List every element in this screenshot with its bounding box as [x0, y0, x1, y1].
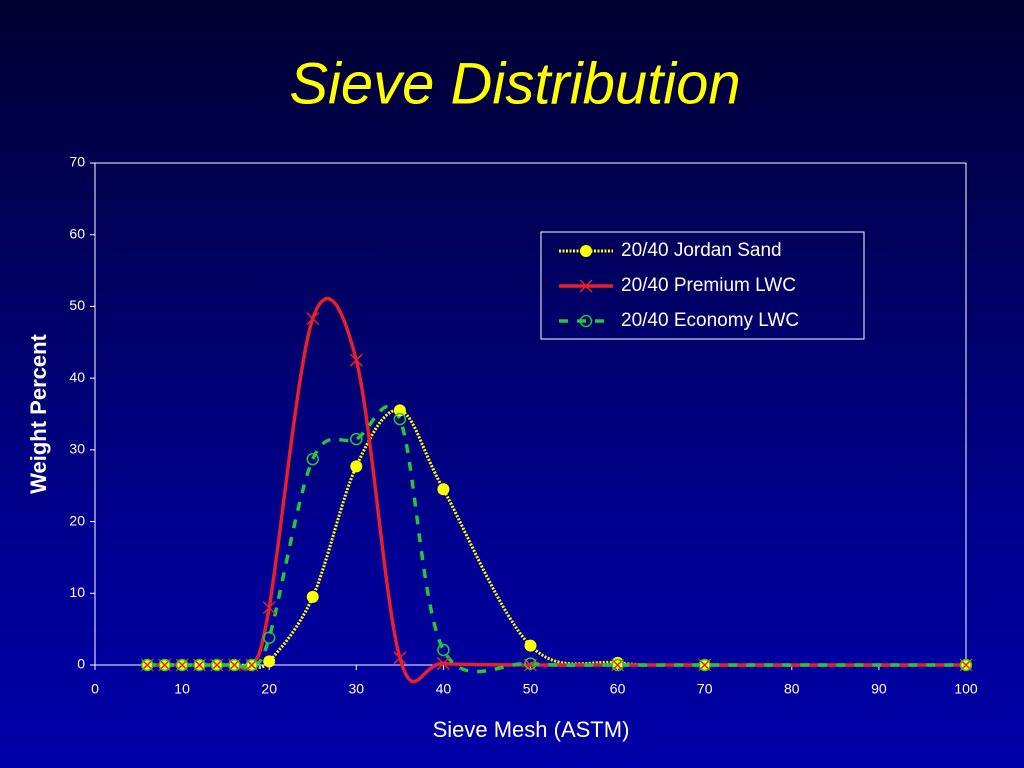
point — [306, 312, 320, 326]
point — [245, 658, 259, 672]
y-tick-label: 50 — [69, 297, 85, 313]
x-tick-label: 0 — [91, 681, 99, 697]
y-axis-label: Weight Percent — [26, 333, 51, 493]
point — [349, 353, 363, 367]
x-tick-label: 40 — [436, 681, 452, 697]
y-tick-label: 20 — [69, 512, 85, 528]
point — [959, 658, 973, 672]
x-tick-label: 100 — [954, 681, 978, 697]
y-tick-label: 60 — [69, 225, 85, 241]
point — [524, 639, 537, 652]
point — [306, 590, 319, 603]
x-tick-label: 20 — [261, 681, 277, 697]
legend: 20/40 Jordan Sand 20/40 Premium LWC 20/40 … — [540, 231, 865, 340]
y-tick-label: 70 — [69, 154, 85, 170]
point — [262, 631, 276, 644]
point — [193, 658, 206, 672]
point — [175, 658, 189, 672]
point — [262, 601, 276, 615]
point — [437, 483, 450, 496]
point — [611, 658, 624, 672]
legend-marker — [580, 245, 592, 257]
y-tick-label: 40 — [69, 369, 85, 385]
x-tick-label: 80 — [784, 681, 800, 697]
legend-label: 20/40 Jordan Sand — [621, 240, 782, 261]
series-line — [147, 296, 966, 684]
point — [393, 404, 406, 417]
point — [306, 452, 319, 466]
point — [393, 412, 407, 426]
point — [350, 432, 363, 446]
legend-marker — [579, 279, 593, 293]
point — [437, 643, 450, 657]
point — [524, 657, 537, 670]
x-axis-label: Sieve Mesh (ASTM) — [433, 717, 630, 742]
point — [698, 658, 711, 672]
point — [158, 658, 171, 672]
chart-title: Sieve Distribution — [289, 51, 740, 116]
point — [350, 460, 363, 473]
x-tick-label: 10 — [174, 681, 190, 697]
point — [393, 651, 407, 665]
point — [210, 658, 224, 672]
plot-area — [94, 162, 967, 666]
legend-box — [540, 231, 865, 340]
y-tick-label: 0 — [77, 656, 85, 672]
y-tick-label: 30 — [69, 441, 85, 457]
x-tick-label: 70 — [697, 681, 713, 697]
point — [436, 657, 450, 671]
point — [611, 656, 624, 669]
x-tick-label: 60 — [610, 681, 626, 697]
point — [228, 658, 241, 672]
point — [141, 658, 154, 672]
x-tick-label: 90 — [871, 681, 887, 697]
x-tick-label: 30 — [349, 681, 365, 697]
y-tick-label: 10 — [69, 584, 85, 600]
point — [523, 658, 538, 672]
legend-label: 20/40 Economy LWC — [621, 310, 799, 331]
legend-marker — [579, 314, 593, 328]
x-tick-label: 50 — [523, 681, 539, 697]
legend-label: 20/40 Premium LWC — [621, 275, 796, 296]
point — [263, 655, 276, 668]
